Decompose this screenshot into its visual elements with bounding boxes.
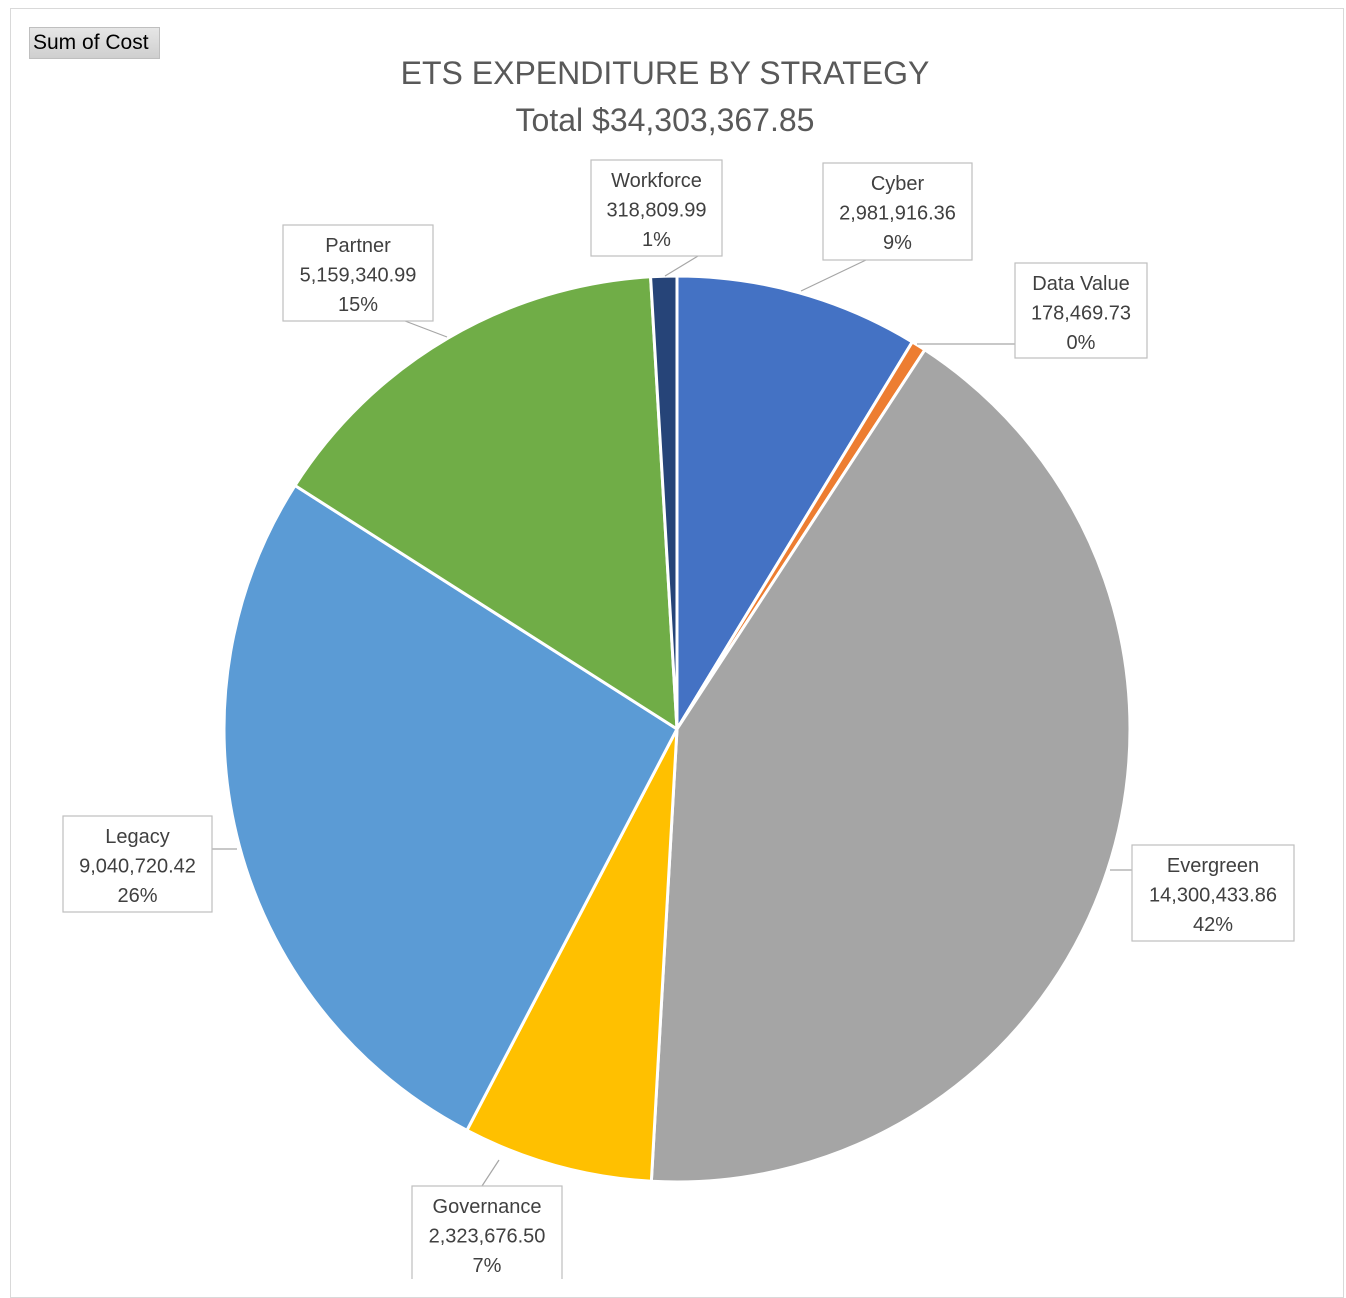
label-percent: 1% <box>642 229 671 251</box>
data-label-workforce: Workforce 318,809.99 1% <box>590 159 723 277</box>
leader-line <box>664 255 699 277</box>
chart-title: ETS EXPENDITURE BY STRATEGY <box>401 55 930 91</box>
label-box <box>282 224 434 322</box>
label-category: Partner <box>325 235 391 257</box>
label-value: 14,300,433.86 <box>1149 885 1277 907</box>
label-percent: 42% <box>1193 914 1233 936</box>
label-percent: 0% <box>1067 332 1096 354</box>
label-percent: 7% <box>473 1255 502 1277</box>
label-value: 178,469.73 <box>1031 303 1131 325</box>
label-box <box>590 159 723 257</box>
label-percent: 15% <box>338 294 378 316</box>
label-category: Cyber <box>871 173 925 195</box>
label-box <box>1131 844 1295 942</box>
label-category: Evergreen <box>1167 855 1259 877</box>
label-percent: 26% <box>117 885 157 907</box>
data-label-evergreen: Evergreen 14,300,433.86 42% <box>1110 844 1295 942</box>
label-box <box>822 162 973 261</box>
pie-slice-evergreen <box>649 348 1132 1184</box>
pie-slice-governance <box>465 727 679 1183</box>
label-category: Data Value <box>1032 273 1129 295</box>
label-percent: 9% <box>883 232 912 254</box>
leader-line <box>404 320 448 338</box>
label-box <box>1014 262 1148 359</box>
pie-slice-partner <box>293 275 679 731</box>
label-value: 5,159,340.99 <box>300 265 417 287</box>
pie-slice-legacy <box>222 484 679 1132</box>
pie-slice-workforce <box>649 274 679 731</box>
label-value: 318,809.99 <box>606 200 706 222</box>
data-label-cyber: Cyber 2,981,916.36 9% <box>800 162 973 292</box>
label-value: 2,981,916.36 <box>839 203 956 225</box>
data-label-partner: Partner 5,159,340.99 15% <box>282 224 448 338</box>
leader-line <box>481 1159 500 1187</box>
data-label-data-value: Data Value 178,469.73 0% <box>917 262 1148 359</box>
sum-of-cost-field-button[interactable]: Sum of Cost <box>29 27 160 59</box>
label-category: Governance <box>433 1196 542 1218</box>
pie-slice-cyber <box>675 274 914 731</box>
label-box <box>411 1185 563 1279</box>
leader-line <box>800 259 867 292</box>
label-category: Workforce <box>611 170 702 192</box>
label-value: 2,323,676.50 <box>429 1226 546 1248</box>
data-label-governance: Governance 2,323,676.50 7% <box>411 1159 563 1279</box>
label-value: 9,040,720.42 <box>79 856 196 878</box>
label-category: Legacy <box>105 826 170 848</box>
chart-subtitle: Total $34,303,367.85 <box>516 102 815 138</box>
label-box <box>62 815 213 913</box>
data-label-legacy: Legacy 9,040,720.42 26% <box>62 815 237 913</box>
